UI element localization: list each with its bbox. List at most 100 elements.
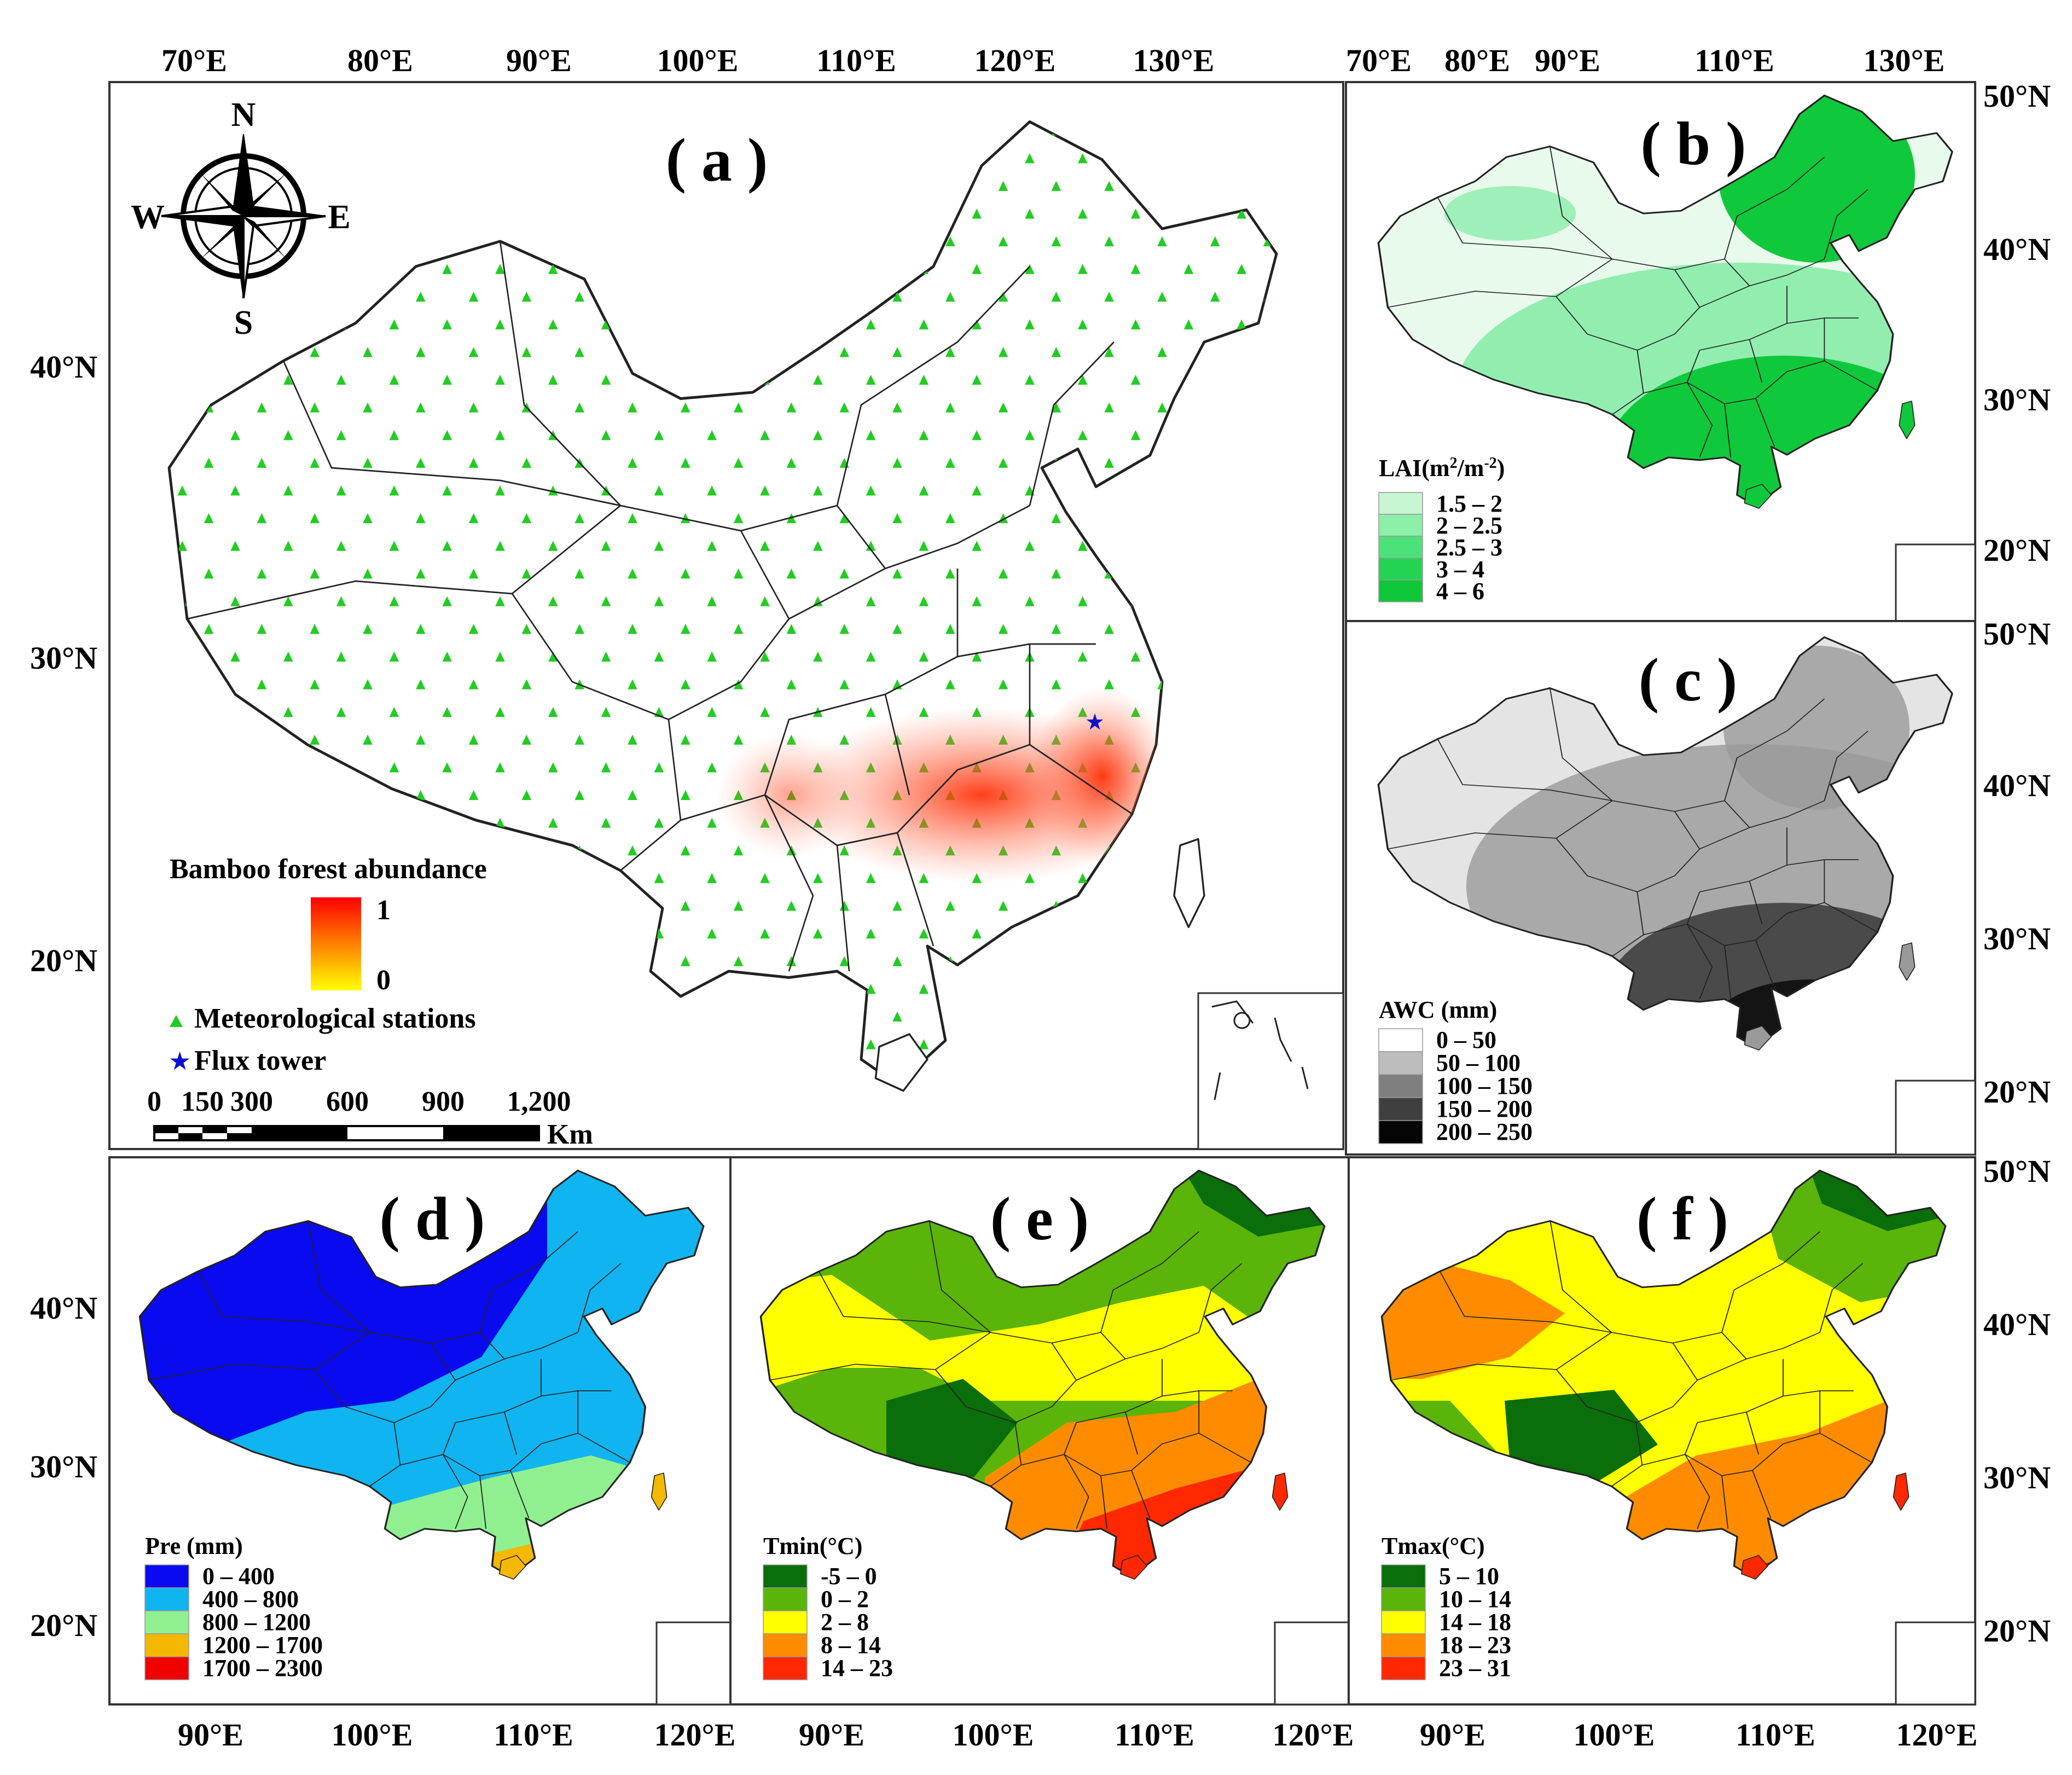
legend-e-item: 0 – 2: [763, 1586, 869, 1612]
svg-text:2 – 2.5: 2 – 2.5: [1436, 512, 1502, 539]
tick-90e-d: 90°E: [178, 1717, 243, 1753]
tick-50n-f: 50°N: [1983, 1153, 2051, 1189]
svg-text:2 – 8: 2 – 8: [821, 1609, 869, 1635]
tick-120e-d: 120°E: [654, 1717, 736, 1753]
tick-30n-f: 30°N: [1983, 1460, 2051, 1495]
tick-50n-b: 50°N: [1983, 78, 2051, 114]
svg-text:8 – 14: 8 – 14: [821, 1632, 881, 1658]
legend-b-item: 2 – 2.5: [1378, 512, 1502, 539]
legend-f-item: 5 – 10: [1381, 1563, 1499, 1590]
svg-text:2.5 – 3: 2.5 – 3: [1436, 534, 1502, 561]
legend-e-item: 8 – 14: [763, 1632, 881, 1658]
compass-rose: N S E W: [131, 96, 351, 341]
tick-100e-e: 100°E: [953, 1717, 1034, 1753]
svg-text:18 – 23: 18 – 23: [1439, 1632, 1511, 1658]
scale-150: 150: [181, 1086, 224, 1117]
svg-text:-5 – 0: -5 – 0: [821, 1563, 877, 1590]
legend-e-item: 14 – 23: [763, 1655, 893, 1681]
right-axis-c: 50°N 40°N 30°N 20°N: [1983, 616, 2051, 1110]
legend-f-item: 18 – 23: [1381, 1632, 1511, 1658]
svg-text:800 – 1200: 800 – 1200: [202, 1609, 311, 1635]
svg-text:1700 – 2300: 1700 – 2300: [202, 1655, 323, 1681]
tick-20n-b: 20°N: [1983, 532, 2051, 568]
legend-d-item: 1700 – 2300: [144, 1655, 323, 1681]
scale-0: 0: [147, 1086, 161, 1117]
legend-c-item: 150 – 200: [1378, 1095, 1533, 1122]
legend-a-colorbar: [311, 897, 361, 990]
legend-c-item: 0 – 50: [1378, 1026, 1496, 1053]
awc-northeast-region: [1723, 646, 1910, 810]
tick-110e-a: 110°E: [816, 43, 896, 78]
station-legend-icon: [170, 1015, 183, 1027]
legend-d-item: 1200 – 1700: [144, 1632, 323, 1658]
inset-d: [655, 1621, 732, 1706]
svg-text:23 – 31: 23 – 31: [1439, 1655, 1511, 1681]
tick-110e-e: 110°E: [1115, 1717, 1194, 1753]
svg-text:400 – 800: 400 – 800: [202, 1586, 299, 1612]
scale-600: 600: [326, 1086, 369, 1117]
svg-text:14 – 18: 14 – 18: [1439, 1609, 1511, 1635]
awc-high-region: [1603, 903, 1953, 1048]
svg-text:14 – 23: 14 – 23: [821, 1655, 893, 1681]
svg-text:150 – 200: 150 – 200: [1436, 1095, 1533, 1122]
left-axis-d: 40°N 30°N 20°N: [30, 1290, 97, 1643]
svg-text:10 – 14: 10 – 14: [1439, 1586, 1511, 1612]
tick-20n-a: 20°N: [30, 943, 97, 978]
panel-b-title: ( b ): [1641, 110, 1746, 178]
legend-f-title: Tmax(°C): [1382, 1533, 1485, 1559]
panel-c-title: ( c ): [1639, 646, 1737, 714]
tick-90e-a: 90°E: [506, 43, 572, 78]
tick-90e-b: 90°E: [1535, 43, 1600, 78]
tick-70e-a: 70°E: [161, 43, 227, 78]
legend-f-item: 23 – 31: [1381, 1655, 1511, 1681]
legend-b: LAI(m2/m-2) 1.5 – 2 2 – 2.5 2.5 – 3 3 – …: [1378, 455, 1505, 605]
tick-30n-d: 30°N: [30, 1449, 97, 1484]
legend-e: Tmin(°C) -5 – 0 0 – 2 2 – 8 8 – 14 14 – …: [763, 1533, 893, 1681]
compass-w: W: [131, 199, 165, 236]
tick-90e-e: 90°E: [799, 1717, 864, 1753]
scale-900: 900: [422, 1086, 465, 1117]
scale-unit: Km: [547, 1119, 593, 1150]
tick-30n-a: 30°N: [30, 640, 97, 676]
lai-tianshan-region: [1444, 186, 1576, 241]
tick-40n-d: 40°N: [30, 1290, 97, 1326]
tick-40n-a: 40°N: [30, 349, 97, 385]
bottom-axis: 90°E 100°E 110°E 120°E 90°E 100°E 110°E …: [178, 1717, 1977, 1753]
inset-b: [1895, 543, 1976, 622]
tick-80e-b: 80°E: [1444, 43, 1510, 78]
compass-s: S: [234, 304, 253, 341]
svg-text:50 – 100: 50 – 100: [1436, 1049, 1520, 1076]
tick-120e-e: 120°E: [1273, 1717, 1354, 1753]
panel-d-title: ( d ): [380, 1185, 485, 1253]
legend-b-item: 2.5 – 3: [1378, 534, 1502, 561]
tick-20n-d: 20°N: [30, 1608, 97, 1643]
tick-80e-a: 80°E: [347, 43, 413, 78]
tick-50n-c: 50°N: [1983, 616, 2051, 652]
tick-100e-f: 100°E: [1574, 1717, 1655, 1753]
compass-e: E: [328, 199, 350, 236]
svg-text:0 – 400: 0 – 400: [202, 1563, 275, 1590]
legend-f: Tmax(°C) 5 – 10 10 – 14 14 – 18 18 – 23 …: [1381, 1533, 1511, 1681]
tick-20n-f: 20°N: [1983, 1613, 2051, 1649]
svg-text:4 – 6: 4 – 6: [1436, 578, 1484, 605]
legend-a-min: 0: [376, 965, 391, 996]
lai-northeast-region: [1718, 95, 1915, 263]
legend-b-title: LAI(m2/m-2): [1379, 455, 1505, 482]
legend-f-item: 10 – 14: [1381, 1586, 1511, 1612]
panel-a-title: ( a ): [666, 126, 768, 194]
svg-text:200 – 250: 200 – 250: [1436, 1118, 1533, 1145]
legend-c: AWC (mm) 0 – 50 50 – 100 100 – 150 150 –…: [1378, 996, 1533, 1145]
scale-1200: 1,200: [507, 1086, 571, 1117]
tmin-neg5-0-region: [886, 1379, 1018, 1477]
svg-text:1200 – 1700: 1200 – 1700: [202, 1632, 323, 1658]
compass-n: N: [231, 96, 256, 134]
panel-f-title: ( f ): [1636, 1185, 1728, 1253]
south-china-sea-inset-a: [1197, 992, 1344, 1150]
legend-c-item: 50 – 100: [1378, 1049, 1520, 1076]
legend-d-item: 400 – 800: [144, 1586, 299, 1612]
svg-text:100 – 150: 100 – 150: [1436, 1072, 1533, 1099]
tick-110e-d: 110°E: [494, 1717, 573, 1753]
inset-e: [1274, 1621, 1350, 1706]
tmin-2-8-west-region: [761, 1170, 799, 1275]
